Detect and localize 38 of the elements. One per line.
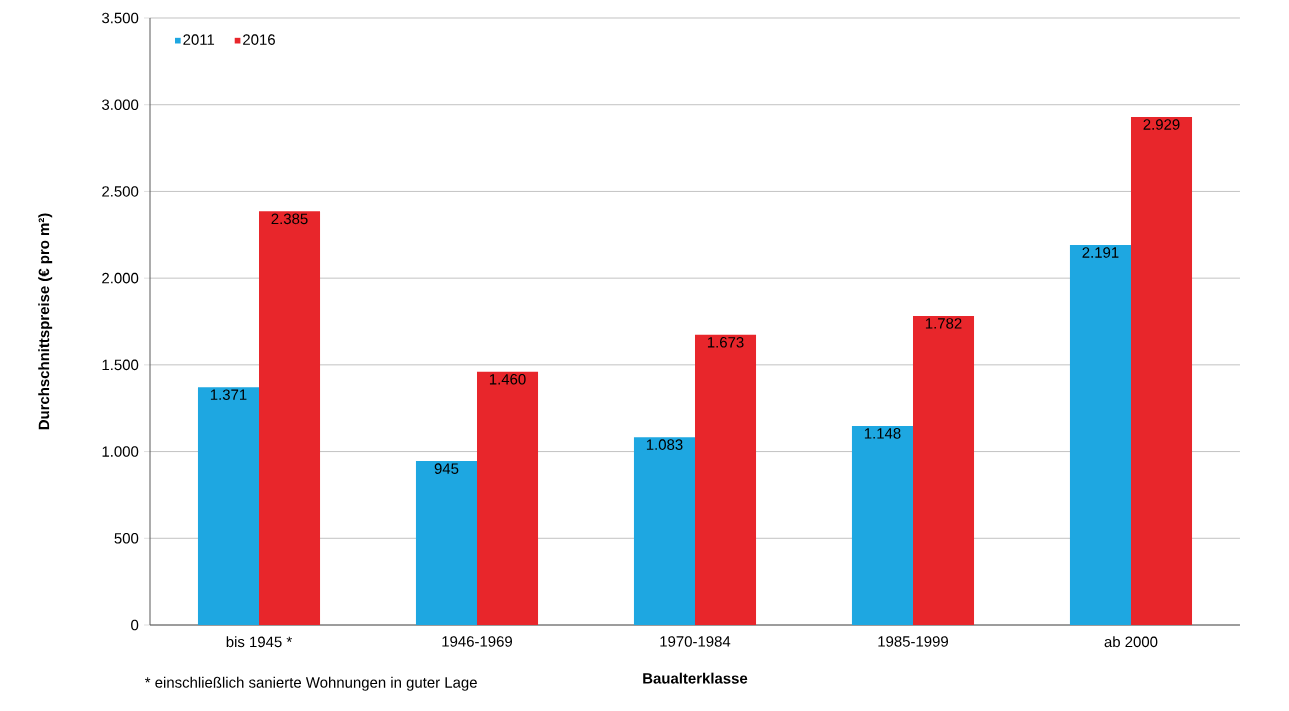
bar	[633, 437, 695, 625]
bar	[1069, 245, 1131, 625]
y-axis-title: Durchschnittspreise (€ pro m²)	[38, 213, 53, 430]
data-label: 2.385	[271, 213, 308, 225]
bar	[912, 315, 975, 625]
y-tick-label: 2.000	[102, 272, 139, 284]
legend-label: 2016	[243, 34, 275, 45]
y-tick-label: 3.000	[102, 99, 139, 110]
y-tick-label: 500	[114, 532, 139, 544]
x-tick-label: 1985-1999	[878, 636, 948, 647]
bar	[851, 425, 913, 625]
data-label: 945	[434, 463, 459, 474]
y-tick-label: 0	[131, 619, 139, 631]
y-tick-label: 1.500	[102, 359, 139, 371]
bar	[1130, 117, 1193, 625]
bar	[694, 334, 757, 625]
x-axis-title: Baualterklasse	[643, 672, 748, 684]
y-tick-label: 3.500	[102, 12, 139, 24]
data-label: 1.460	[489, 373, 526, 385]
bar	[197, 387, 259, 625]
data-label: 1.148	[864, 428, 901, 439]
data-label: 1.371	[210, 389, 247, 400]
data-label: 1.083	[646, 439, 683, 450]
data-label: 2.191	[1082, 247, 1119, 258]
bar	[415, 461, 477, 625]
text: * einschließlich sanierte Wohnungen in guter Lage	[144, 676, 477, 691]
bar	[477, 371, 539, 625]
bar	[259, 211, 321, 625]
y-tick-label: 1.000	[102, 446, 139, 457]
x-tick-label: 1970-1984	[660, 636, 731, 647]
legend-label: 2011	[183, 34, 215, 45]
x-tick-label: bis 1945 *	[226, 636, 292, 648]
x-tick-label: 1946-1969	[442, 636, 512, 647]
data-label: 1.673	[707, 337, 744, 348]
data-label: 2.929	[1143, 119, 1180, 130]
y-tick-label: 2.500	[102, 186, 139, 197]
data-label: 1.782	[925, 318, 962, 329]
x-tick-label: ab 2000	[1104, 636, 1158, 648]
